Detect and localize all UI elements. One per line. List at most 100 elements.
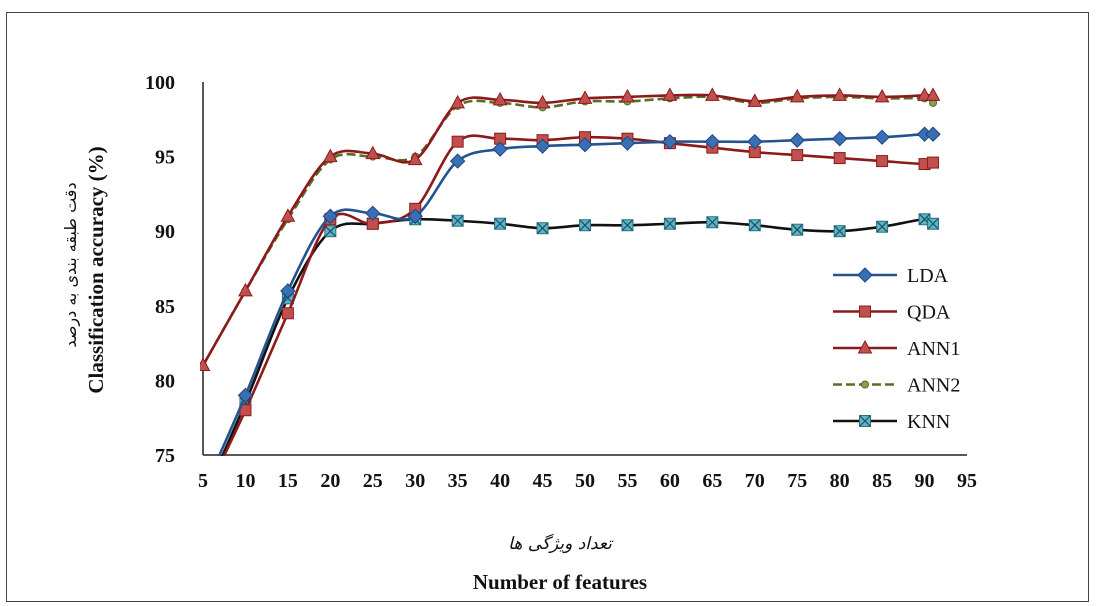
x-axis-label: Number of features <box>473 570 647 594</box>
y-tick-label: 80 <box>155 370 175 392</box>
series-ann1 <box>200 87 941 371</box>
data-point <box>748 219 761 232</box>
x-axis-label-fa: تعداد ویژگی ها <box>508 533 614 554</box>
x-tick-label: 10 <box>235 470 255 492</box>
data-point <box>833 225 846 238</box>
legend-marker <box>861 380 869 389</box>
data-point <box>621 219 634 232</box>
x-tick-label: 15 <box>278 470 298 492</box>
data-point <box>535 94 550 109</box>
data-point <box>925 87 941 101</box>
series-line-qda <box>222 134 934 456</box>
legend: LDA QDA ANN1 ANN2 KNN <box>833 265 960 433</box>
series-qda <box>198 131 940 505</box>
y-axis-label-fa: دقت طبقه بندی به درصد <box>61 182 81 347</box>
legend-marker <box>859 305 871 318</box>
y-tick-label: 100 <box>145 72 175 94</box>
x-tick-label: 30 <box>405 470 425 492</box>
legend-marker <box>859 415 871 427</box>
legend-item-lda: LDA <box>833 265 949 287</box>
data-point <box>450 94 466 109</box>
data-point <box>874 88 890 103</box>
data-point <box>925 126 941 142</box>
legend-marker <box>857 267 873 283</box>
data-point <box>704 87 720 101</box>
data-point <box>200 357 211 371</box>
data-point <box>747 133 763 150</box>
series-line-knn <box>220 217 934 456</box>
data-point <box>237 387 254 404</box>
data-point <box>832 87 848 101</box>
data-point <box>322 208 339 224</box>
legend-label: ANN2 <box>907 375 960 397</box>
data-point <box>704 133 721 150</box>
y-tick-label: 85 <box>155 296 175 318</box>
legend-marker <box>857 339 873 354</box>
data-point <box>876 155 889 168</box>
y-tick-labels: 75 80 85 90 95 100 <box>145 72 175 467</box>
data-point <box>494 217 507 230</box>
data-point <box>874 129 890 145</box>
data-point <box>281 307 294 320</box>
legend-label: LDA <box>907 265 949 287</box>
data-point <box>238 282 253 297</box>
y-tick-label: 90 <box>155 221 175 243</box>
data-point <box>619 135 636 151</box>
x-tick-label: 20 <box>320 470 340 492</box>
legend-label: QDA <box>907 302 951 324</box>
legend-item-knn: KNN <box>833 411 950 433</box>
legend-label: ANN1 <box>907 338 960 360</box>
y-tick-label: 75 <box>155 445 175 467</box>
data-point <box>789 132 805 148</box>
chart-frame <box>6 12 1089 602</box>
data-point <box>492 91 508 106</box>
legend-item-ann1: ANN1 <box>833 338 960 360</box>
data-point <box>449 153 466 169</box>
x-tick-label: 35 <box>448 470 468 492</box>
data-point <box>534 138 551 154</box>
data-point <box>831 130 848 147</box>
data-point <box>536 222 549 235</box>
data-point <box>577 90 593 104</box>
x-tick-labels: 5 10 15 20 25 30 35 40 45 50 55 60 65 70 75 80 85 90 95 <box>198 470 977 492</box>
data-point <box>620 88 635 103</box>
x-tick-label: 60 <box>660 470 680 492</box>
x-tick-label: 25 <box>363 470 383 492</box>
data-point <box>407 151 423 166</box>
data-point <box>451 214 464 227</box>
x-tick-label: 95 <box>957 470 977 492</box>
data-point <box>833 152 846 165</box>
data-point <box>706 216 719 229</box>
data-point <box>492 141 508 157</box>
series-lines <box>198 87 941 505</box>
data-point <box>365 145 381 160</box>
x-tick-label: 5 <box>198 470 208 492</box>
x-tick-label: 50 <box>575 470 595 492</box>
data-point <box>577 136 593 153</box>
data-point <box>791 223 804 236</box>
series-knn <box>220 213 940 456</box>
data-point <box>789 88 805 103</box>
legend-item-qda: QDA <box>833 302 951 324</box>
x-tick-label: 65 <box>702 470 722 492</box>
data-point <box>579 219 591 232</box>
data-point <box>791 149 804 162</box>
x-tick-label: 75 <box>787 470 807 492</box>
x-tick-label: 45 <box>533 470 553 492</box>
series-lda <box>217 126 941 456</box>
data-point <box>747 93 763 107</box>
data-point <box>662 87 678 101</box>
data-point <box>280 208 296 222</box>
data-point <box>451 135 464 148</box>
x-tick-label: 55 <box>617 470 637 492</box>
y-axis-label: Classification accuracy (%) <box>84 146 108 393</box>
legend-label: KNN <box>907 411 950 433</box>
data-point <box>324 225 337 238</box>
data-point <box>322 148 338 163</box>
data-point <box>198 494 209 505</box>
x-tick-label: 80 <box>830 470 850 492</box>
data-point <box>876 220 889 233</box>
x-tick-label: 85 <box>872 470 892 492</box>
data-point <box>663 217 676 230</box>
